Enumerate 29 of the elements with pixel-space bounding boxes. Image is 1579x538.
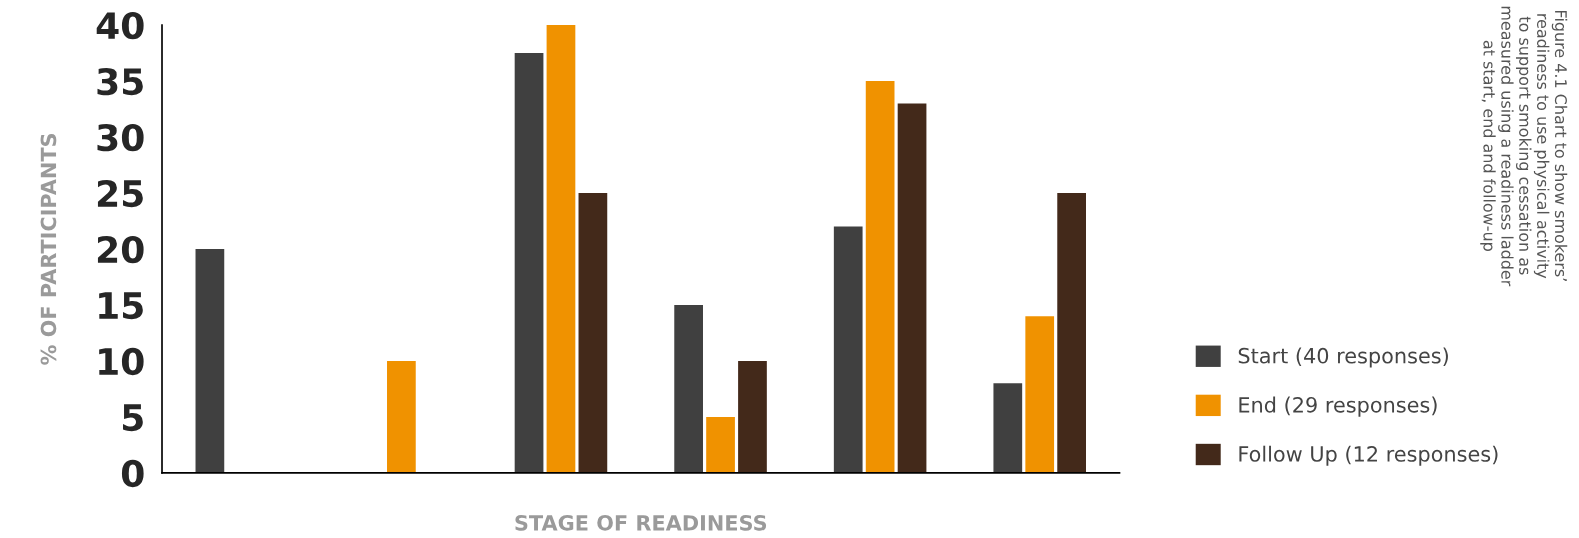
y-axis-title: % OF PARTICIPANTS bbox=[40, 133, 57, 365]
bar bbox=[578, 192, 608, 473]
legend-label: Follow Up (12 responses) bbox=[1239, 445, 1498, 466]
y-tick-label: 20 bbox=[97, 235, 144, 264]
y-tick-label: 5 bbox=[123, 404, 143, 432]
bar bbox=[674, 304, 703, 473]
bar bbox=[1025, 316, 1055, 473]
y-tick-label: 40 bbox=[96, 11, 144, 40]
bar bbox=[387, 360, 416, 473]
y-tick-label: 35 bbox=[97, 67, 143, 96]
y-tick-label: 10 bbox=[99, 347, 144, 376]
bar bbox=[514, 53, 544, 473]
bar bbox=[1057, 192, 1086, 473]
bar bbox=[897, 103, 927, 473]
y-tick-label: 25 bbox=[97, 179, 143, 208]
y-tick-label: 30 bbox=[97, 123, 144, 152]
bar bbox=[865, 81, 895, 473]
legend-label: End (29 responses) bbox=[1239, 396, 1437, 417]
caption: Figure 4.1 Chart to show smokers’ readiness to use physical activity to support smoking cessation as measured using a readiness ladder at start, end and follow-up bbox=[1480, 6, 1568, 287]
y-tick-label: 0 bbox=[121, 459, 144, 488]
x-axis-title: STAGE OF READINESS bbox=[515, 514, 767, 531]
bar bbox=[546, 25, 576, 473]
bar bbox=[195, 248, 225, 473]
bar bbox=[993, 383, 1023, 473]
legend-label: Start (40 responses) bbox=[1238, 347, 1448, 368]
bar bbox=[706, 416, 735, 473]
bar bbox=[833, 226, 863, 473]
bar bbox=[738, 360, 767, 473]
y-tick-label: 15 bbox=[99, 292, 143, 320]
